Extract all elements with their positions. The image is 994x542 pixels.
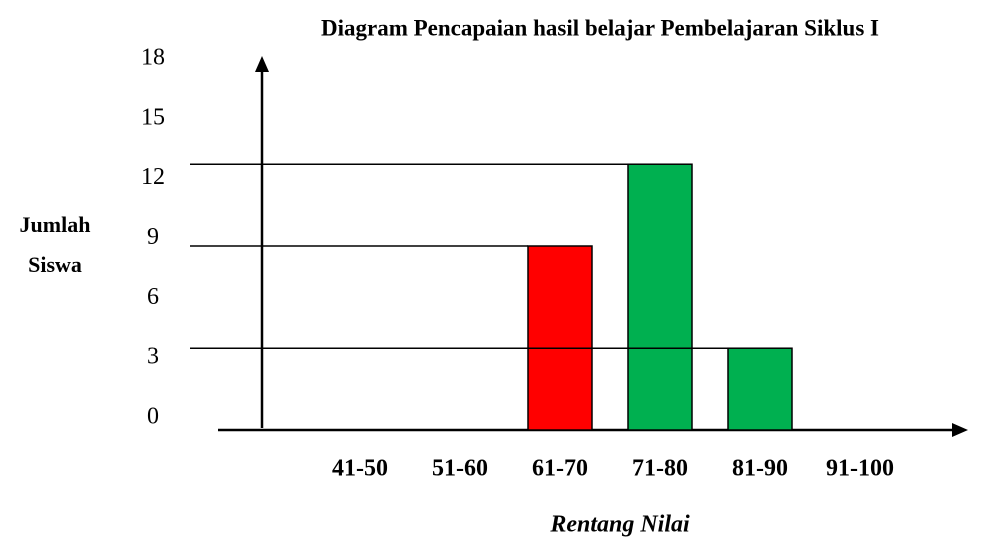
- x-tick-label: 71-80: [632, 456, 688, 482]
- y-tick-label: 3: [147, 344, 159, 370]
- x-tick-label: 81-90: [732, 456, 788, 482]
- x-axis-label: Rentang Nilai: [549, 512, 690, 538]
- y-axis-arrow: [255, 56, 269, 72]
- bar: [727, 347, 793, 431]
- y-tick-label: 0: [147, 404, 159, 430]
- y-tick-label: 18: [141, 45, 165, 71]
- x-tick-label: 61-70: [532, 456, 588, 482]
- y-tick-label: 15: [141, 104, 165, 130]
- bar: [627, 163, 693, 431]
- x-tick-label: 51-60: [432, 456, 488, 482]
- y-tick-label: 9: [147, 224, 159, 250]
- chart-title: Diagram Pencapaian hasil belajar Pembela…: [321, 15, 879, 40]
- bar: [527, 245, 593, 431]
- y-tick-label: 12: [141, 164, 165, 190]
- x-tick-label: 91-100: [826, 456, 894, 482]
- x-axis-arrow: [952, 423, 968, 437]
- y-tick-label: 6: [147, 284, 159, 310]
- x-tick-label: 41-50: [332, 456, 388, 482]
- y-axis-label: Jumlah Siswa: [19, 212, 91, 277]
